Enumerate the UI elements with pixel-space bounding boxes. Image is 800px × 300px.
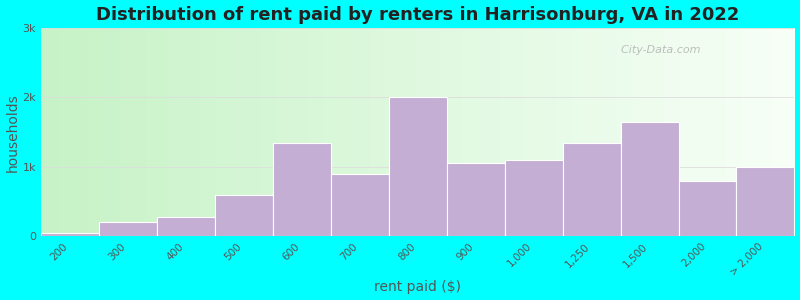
X-axis label: rent paid ($): rent paid ($) <box>374 280 461 294</box>
Bar <box>389 98 446 236</box>
Bar <box>273 142 330 236</box>
Bar <box>330 174 389 236</box>
Bar <box>737 167 794 236</box>
Bar <box>562 142 621 236</box>
Bar <box>98 223 157 236</box>
Bar <box>446 164 505 236</box>
Title: Distribution of rent paid by renters in Harrisonburg, VA in 2022: Distribution of rent paid by renters in … <box>96 6 739 24</box>
Bar <box>678 181 737 236</box>
Bar <box>157 217 214 236</box>
Bar <box>505 160 562 236</box>
Bar <box>214 195 273 236</box>
Bar <box>621 122 678 236</box>
Bar <box>41 233 98 236</box>
Text: City-Data.com: City-Data.com <box>614 45 700 55</box>
Y-axis label: households: households <box>6 93 19 172</box>
